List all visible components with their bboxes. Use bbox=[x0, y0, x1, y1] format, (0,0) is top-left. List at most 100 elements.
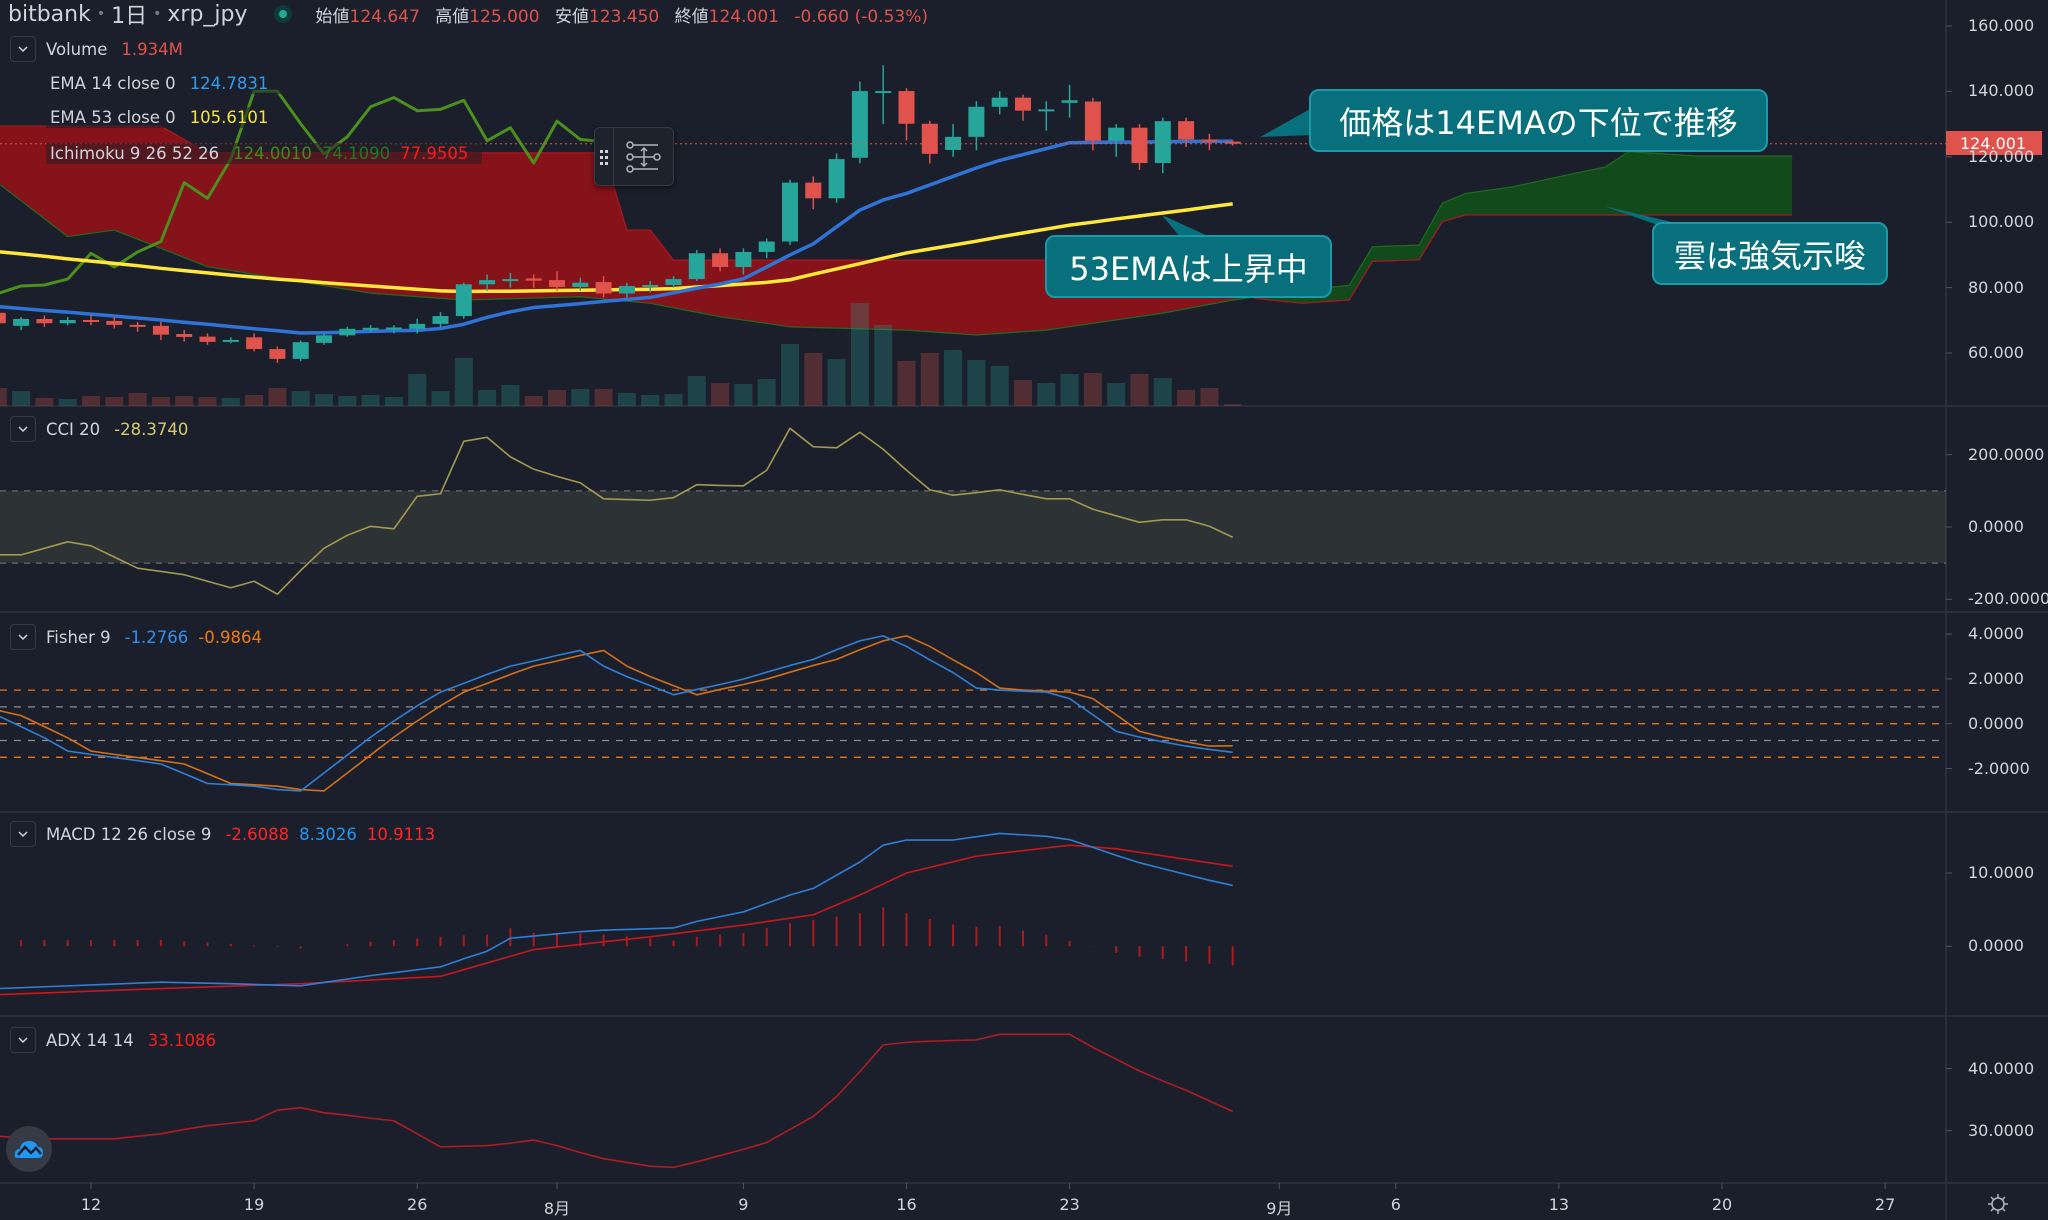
close-value: 124.001 bbox=[708, 6, 779, 27]
candle-up bbox=[362, 327, 379, 330]
cloud-segment bbox=[253, 152, 278, 279]
time-tick-label: 20 bbox=[1711, 1195, 1733, 1214]
close-label: 終値 bbox=[674, 6, 709, 27]
object-tree-icon[interactable] bbox=[614, 137, 673, 177]
cloud-segment bbox=[1372, 245, 1397, 262]
volume-bar bbox=[1014, 380, 1032, 406]
time-tick-label: 23 bbox=[1059, 1195, 1080, 1214]
volume-bar bbox=[361, 395, 380, 406]
cloud-segment bbox=[1022, 259, 1047, 333]
time-tick-label: 6 bbox=[1390, 1195, 1401, 1214]
candle-down bbox=[269, 349, 286, 359]
cloud-segment bbox=[370, 152, 395, 296]
candle-down bbox=[0, 312, 6, 324]
cloud-segment bbox=[1605, 151, 1630, 216]
candle-down bbox=[199, 336, 216, 342]
candle-down bbox=[712, 253, 729, 267]
legend-title: EMA 53 close 0 bbox=[50, 107, 176, 127]
candle-down bbox=[36, 318, 53, 324]
volume-bar bbox=[315, 394, 333, 406]
volume-bar bbox=[151, 397, 170, 406]
candle-down bbox=[898, 91, 915, 124]
floating-toolbar[interactable] bbox=[594, 127, 674, 186]
price-tick-label: 100.000 bbox=[1968, 212, 2035, 232]
legend-cci[interactable]: CCI 20 -28.3740 bbox=[10, 416, 198, 442]
volume-bars bbox=[0, 303, 1242, 406]
callout-ema14[interactable]: 価格は14EMAの下位で推移 bbox=[1309, 89, 1768, 152]
gear-icon[interactable] bbox=[1986, 1192, 2010, 1216]
drag-handle-icon[interactable] bbox=[595, 128, 614, 185]
candle-up bbox=[1108, 127, 1125, 141]
legend-macd[interactable]: MACD 12 26 close 9 -2.6088 8.3026 10.911… bbox=[10, 821, 445, 847]
candle-up bbox=[688, 253, 705, 280]
cloud-segment bbox=[440, 152, 465, 301]
cloud-segment bbox=[1535, 176, 1560, 216]
legend-title: EMA 14 close 0 bbox=[50, 73, 176, 93]
price-overlays bbox=[0, 89, 1233, 335]
callout-cloud[interactable]: 雲は強気示唆 bbox=[1652, 222, 1888, 285]
legend-title: Fisher 9 bbox=[46, 627, 111, 647]
legend-volume[interactable]: Volume 1.934M bbox=[10, 36, 193, 62]
volume-bar bbox=[571, 389, 590, 406]
chevron-down-icon[interactable] bbox=[10, 1027, 36, 1053]
chevron-down-icon[interactable] bbox=[10, 821, 36, 847]
candle-down bbox=[525, 278, 542, 281]
high-label: 高値 bbox=[435, 6, 470, 27]
fisher-tick-label: 2.0000 bbox=[1968, 668, 2024, 688]
volume-bar bbox=[944, 350, 963, 406]
high-value: 125.000 bbox=[469, 6, 540, 27]
legend-ichimoku[interactable]: Ichimoku 9 26 52 26 124.0010 74.1090 77.… bbox=[10, 140, 483, 166]
cloud-segment bbox=[952, 259, 977, 336]
symbol-name[interactable]: xrp_jpy bbox=[167, 1, 248, 27]
volume-bar bbox=[874, 325, 893, 406]
legend-title: CCI 20 bbox=[46, 419, 101, 439]
volume-bar bbox=[501, 385, 520, 406]
separator-dot: • bbox=[96, 6, 106, 22]
time-tick-label: 16 bbox=[896, 1195, 917, 1214]
chevron-down-icon[interactable] bbox=[10, 416, 36, 442]
interval[interactable]: 1日 bbox=[111, 4, 148, 29]
cloud-segment bbox=[463, 152, 488, 301]
cloud-segment bbox=[1581, 166, 1606, 216]
volume-bar bbox=[757, 379, 776, 406]
callout-ema53[interactable]: 53EMAは上昇中 bbox=[1045, 235, 1332, 298]
legend-ema53[interactable]: EMA 53 close 0 105.6101 bbox=[10, 104, 283, 130]
volume-bar bbox=[548, 390, 566, 406]
candle-up bbox=[409, 323, 426, 329]
candle-up bbox=[828, 159, 845, 199]
chevron-down-icon[interactable] bbox=[10, 624, 36, 650]
legend-value: 33.1086 bbox=[147, 1030, 217, 1050]
candle-up bbox=[968, 106, 985, 137]
cloud-segment bbox=[1721, 155, 1746, 216]
fisher-tick-label: 0.0000 bbox=[1968, 713, 2024, 733]
cloud-segment bbox=[1465, 189, 1490, 216]
volume-bar bbox=[664, 394, 683, 406]
cloud-segment bbox=[346, 152, 371, 294]
price-tick-label: 60.000 bbox=[1968, 343, 2024, 362]
time-tick-label: 19 bbox=[243, 1195, 265, 1214]
volume-bar bbox=[804, 353, 823, 406]
fisher-tick-label: -2.0000 bbox=[1968, 758, 2030, 778]
legend-fisher[interactable]: Fisher 9 -1.2766 -0.9864 bbox=[10, 624, 272, 650]
ohlc-values: 始値124.647 高値125.000 安値123.450 終値124.001 … bbox=[316, 2, 938, 27]
chevron-down-icon[interactable] bbox=[10, 36, 36, 62]
tradingview-cloud-icon[interactable] bbox=[6, 1126, 52, 1172]
legend-adx[interactable]: ADX 14 14 33.1086 bbox=[10, 1027, 226, 1053]
legend-ema14[interactable]: EMA 14 close 0 124.7831 bbox=[10, 70, 283, 96]
price-tick-label: 120.000 bbox=[1968, 146, 2035, 166]
candle-up bbox=[385, 327, 402, 330]
symbol-header: bitbank • 1日 • xrp_jpy 始値124.647 高値125.0… bbox=[8, 0, 938, 30]
volume-bar bbox=[58, 399, 77, 406]
volume-bar bbox=[1200, 388, 1219, 406]
market-status-icon bbox=[273, 5, 292, 23]
cloud-segment bbox=[929, 259, 954, 334]
time-tick-label: 26 bbox=[407, 1195, 428, 1214]
time-tick-label: 8月 bbox=[543, 1199, 571, 1218]
volume-bar bbox=[920, 353, 939, 406]
legend-title: MACD 12 26 close 9 bbox=[46, 824, 212, 844]
volume-bar bbox=[524, 396, 543, 406]
exchange-name[interactable]: bitbank bbox=[8, 1, 91, 27]
volume-bar bbox=[1130, 374, 1149, 406]
candle-up bbox=[1154, 121, 1171, 164]
